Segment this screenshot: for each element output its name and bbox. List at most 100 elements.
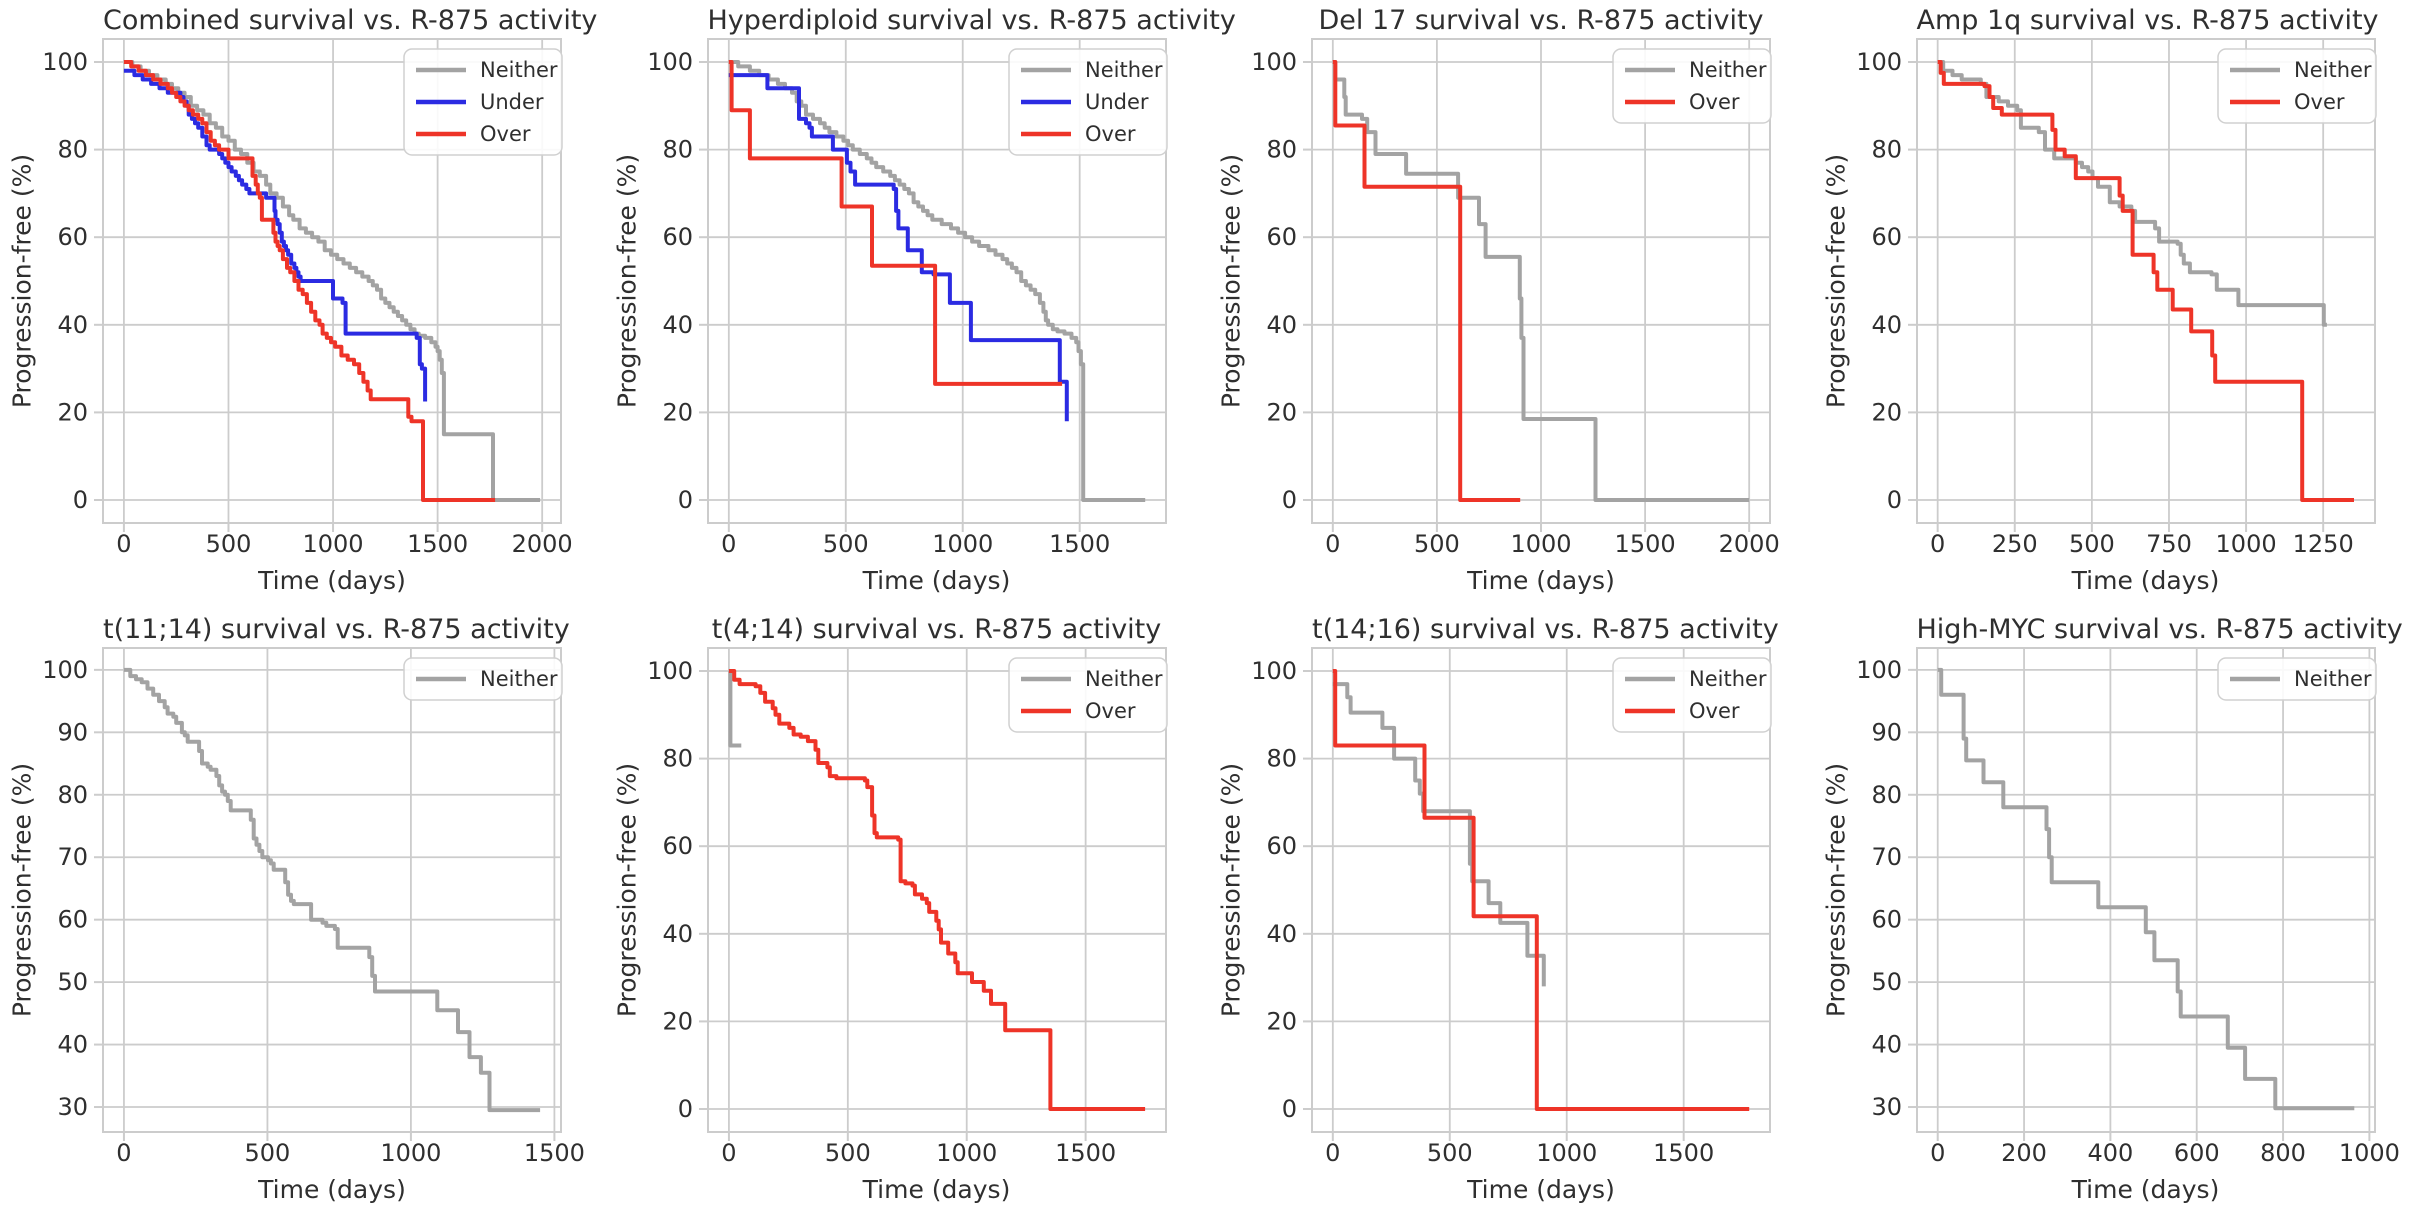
x-tick-label: 250	[1991, 530, 2037, 558]
plot-area-t14-16: 0 500 1000 1500 0 20 40 60 80 100 Neither Over	[1251, 647, 1772, 1167]
x-axis-label: Time (days)	[1467, 1175, 1615, 1204]
x-axis-label: Time (days)	[1467, 566, 1615, 595]
legend-box	[1612, 48, 1772, 124]
y-tick-label: 80	[1871, 781, 1902, 809]
x-tick-label: 1500	[1653, 1139, 1714, 1167]
y-tick-label: 0	[677, 486, 692, 514]
y-tick-label: 20	[1266, 398, 1297, 426]
x-tick-label: 1000	[380, 1139, 441, 1167]
plot-area-hyperdiploid: 0 500 1000 1500 0 20 40 60 80 100 Neither Under Over	[647, 38, 1168, 558]
legend: Neither Over	[1612, 48, 1772, 124]
y-tick-label: 40	[1871, 1031, 1902, 1059]
plot-border	[1915, 647, 2376, 1133]
plot-area-amp1q: 0 250 500 750 1000 1250 0 20 40 60 80 100 Neither Ove…	[1856, 38, 2377, 558]
y-tick-label: 100	[647, 657, 693, 685]
y-tick-label: 0	[1282, 486, 1297, 514]
series-line-over	[728, 669, 1145, 1111]
x-axis-label: Time (days)	[862, 566, 1011, 595]
series-line-neither	[1937, 667, 2354, 1111]
y-tick-label: 60	[662, 223, 693, 251]
x-tick-label: 1500	[524, 1139, 585, 1167]
legend-box	[403, 657, 563, 701]
chart-title: t(4;14) survival vs. R-875 activity	[711, 614, 1162, 645]
y-tick-label: 80	[662, 745, 693, 773]
x-tick-label: 500	[206, 530, 252, 558]
plot-border	[1311, 38, 1771, 524]
legend-label-neither: Neither	[1689, 667, 1767, 691]
subplot-t4-14: 0 500 1000 1500 0 20 40 60 80 100 Neither Over t(4;…	[605, 609, 1210, 1218]
series-line-neither	[728, 60, 1145, 502]
x-tick-label: 1000	[2215, 530, 2276, 558]
y-tick-label: 40	[1266, 920, 1297, 948]
y-tick-label: 70	[1871, 843, 1902, 871]
legend-box	[1007, 657, 1168, 733]
chart-title: Combined survival vs. R-875 activity	[103, 5, 598, 36]
y-tick-label: 30	[1871, 1093, 1902, 1121]
x-tick-label: 500	[1414, 530, 1460, 558]
legend-box	[2216, 48, 2377, 124]
legend-label-neither: Neither	[480, 58, 558, 82]
legend: Neither Under Over	[403, 48, 563, 156]
legend: Neither Under Over	[1007, 48, 1168, 156]
y-tick-label: 80	[662, 136, 693, 164]
y-tick-label: 50	[57, 968, 88, 996]
y-axis-label: Progression-free (%)	[1821, 762, 1850, 1018]
chart-title: Del 17 survival vs. R-875 activity	[1318, 5, 1764, 36]
legend-label-neither: Neither	[2294, 667, 2372, 691]
legend-label-neither: Neither	[1085, 667, 1163, 691]
legend: Neither Over	[1007, 657, 1168, 733]
x-tick-label: 2000	[1719, 530, 1780, 558]
x-axis-label: Time (days)	[862, 1175, 1011, 1204]
plot-border	[102, 38, 562, 524]
legend-box	[2216, 657, 2377, 701]
subplot-t11-14: 0 500 1000 1500 30 40 50 60 70 80 90 100 Neither t(1…	[0, 609, 605, 1218]
legend: Neither	[2216, 657, 2377, 701]
legend-box	[1007, 48, 1168, 156]
series-line-neither	[1332, 682, 1546, 987]
y-tick-label: 0	[677, 1095, 692, 1123]
y-tick-label: 60	[57, 223, 88, 251]
series-line-under	[123, 68, 428, 402]
plot-border	[102, 647, 562, 1133]
y-tick-label: 20	[1266, 1007, 1297, 1035]
plot-area-combined: 0 500 1000 1500 2000 0 20 40 60 80 100 Neither Under…	[42, 38, 573, 558]
x-tick-label: 500	[2068, 530, 2114, 558]
x-tick-label: 1000	[2338, 1139, 2399, 1167]
plot-area-del17: 0 500 1000 1500 2000 0 20 40 60 80 100 Neither Over	[1251, 38, 1780, 558]
chart-title: t(14;16) survival vs. R-875 activity	[1312, 614, 1779, 645]
y-tick-label: 100	[647, 48, 693, 76]
series-line-over	[728, 60, 1062, 386]
plot-border	[706, 647, 1167, 1133]
y-tick-label: 60	[1266, 832, 1297, 860]
legend-label-neither: Neither	[480, 667, 558, 691]
y-tick-label: 20	[57, 398, 88, 426]
x-tick-label: 500	[824, 1139, 870, 1167]
x-tick-label: 1500	[1049, 530, 1110, 558]
y-tick-label: 100	[1856, 48, 1902, 76]
plot-area-t4-14: 0 500 1000 1500 0 20 40 60 80 100 Neither Over	[647, 647, 1168, 1167]
chart-title: High-MYC survival vs. R-875 activity	[1916, 614, 2403, 645]
legend-label-over: Over	[1689, 90, 1740, 114]
subplot-high-myc: 0 200 400 600 800 1000 30 40 50 60 70 80 90 100 Neithe…	[1814, 609, 2418, 1218]
y-tick-label: 60	[662, 832, 693, 860]
subplot-amp1q: 0 250 500 750 1000 1250 0 20 40 60 80 100 Neither Ove…	[1814, 0, 2418, 609]
y-tick-label: 60	[57, 906, 88, 934]
y-axis-label: Progression-free (%)	[1821, 153, 1850, 409]
x-axis-label: Time (days)	[258, 566, 406, 595]
legend-label-under: Under	[480, 90, 544, 114]
x-tick-label: 0	[1325, 530, 1340, 558]
x-tick-label: 0	[1930, 1139, 1945, 1167]
legend-label-over: Over	[2294, 90, 2345, 114]
chart-title: Hyperdiploid survival vs. R-875 activity	[707, 5, 1236, 36]
y-tick-label: 70	[57, 843, 88, 871]
y-tick-label: 60	[1871, 223, 1902, 251]
y-tick-label: 20	[662, 398, 693, 426]
plot-area-high-myc: 0 200 400 600 800 1000 30 40 50 60 70 80 90 100 Neithe…	[1856, 647, 2399, 1167]
x-tick-label: 500	[245, 1139, 291, 1167]
legend-label-over: Over	[1689, 699, 1740, 723]
plot-border	[1915, 38, 2376, 524]
x-tick-label: 1000	[1536, 1139, 1597, 1167]
y-tick-label: 90	[57, 718, 88, 746]
y-tick-label: 20	[1871, 398, 1902, 426]
